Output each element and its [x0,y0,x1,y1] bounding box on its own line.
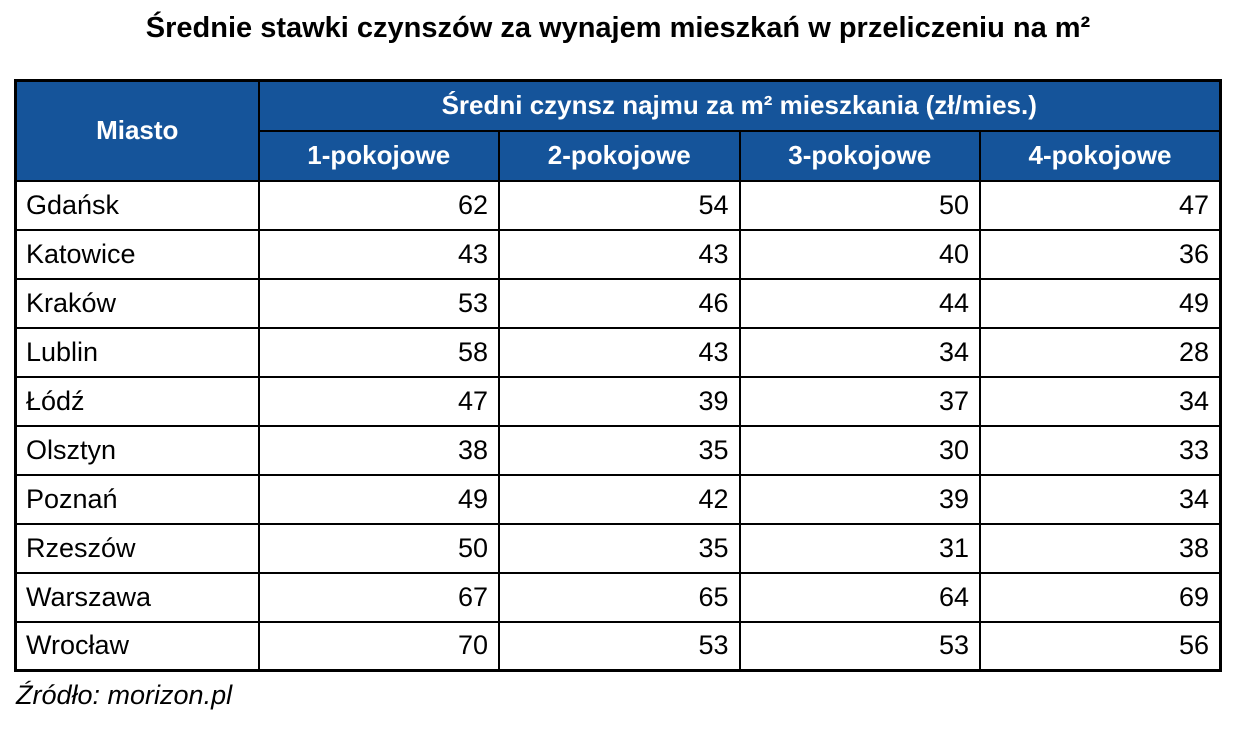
table-row: Gdańsk 62 54 50 47 [14,179,1222,231]
rent-table: Miasto Średni czynsz najmu za m² mieszka… [14,79,1222,672]
table-row: Łódź 47 39 37 34 [14,375,1222,427]
column-header-group: Średni czynsz najmu za m² mieszkania (zł… [257,79,1222,132]
rent-value: 62 [257,179,500,231]
rent-value: 28 [979,326,1222,378]
rent-value: 42 [498,473,741,525]
rent-value: 49 [979,277,1222,329]
table-header: Miasto Średni czynsz najmu za m² mieszka… [14,79,1222,182]
column-header: 1-pokojowe [257,129,500,182]
rent-value: 49 [257,473,500,525]
city-name: Olsztyn [14,424,260,476]
rent-value: 43 [498,326,741,378]
city-name: Lublin [14,326,260,378]
table-row: Lublin 58 43 34 28 [14,326,1222,378]
rent-value: 35 [498,522,741,574]
rent-value: 34 [979,473,1222,525]
column-header: 4-pokojowe [979,129,1222,182]
page-title: Średnie stawki czynszów za wynajem miesz… [145,12,1091,44]
table-row: Katowice 43 43 40 36 [14,228,1222,280]
rent-value: 47 [257,375,500,427]
rent-value: 39 [738,473,981,525]
table-row: Wrocław 70 53 53 56 [14,620,1222,672]
source-note: Źródło: morizon.pl [16,680,233,710]
rent-value: 47 [979,179,1222,231]
rent-value: 53 [498,620,741,672]
rent-value: 58 [257,326,500,378]
rent-value: 33 [979,424,1222,476]
rent-value: 38 [257,424,500,476]
table-row: Olsztyn 38 35 30 33 [14,424,1222,476]
rent-value: 69 [979,571,1222,623]
rent-value: 36 [979,228,1222,280]
rent-value: 34 [738,326,981,378]
city-name: Kraków [14,277,260,329]
header-row-sub: 1-pokojowe 2-pokojowe 3-pokojowe 4-pokojowe [16,129,1222,182]
column-header: 3-pokojowe [738,129,981,182]
table-row: Warszawa 67 65 64 69 [14,571,1222,623]
rent-value: 44 [738,277,981,329]
rent-value: 30 [738,424,981,476]
rent-value: 53 [257,277,500,329]
rent-value: 53 [738,620,981,672]
city-name: Poznań [14,473,260,525]
city-name: Łódź [14,375,260,427]
table-row: Poznań 49 42 39 34 [14,473,1222,525]
rent-value: 39 [498,375,741,427]
city-name: Rzeszów [14,522,260,574]
rent-value: 35 [498,424,741,476]
rent-value: 50 [257,522,500,574]
rent-value: 54 [498,179,741,231]
rent-value: 37 [738,375,981,427]
rent-value: 40 [738,228,981,280]
city-name: Gdańsk [14,179,260,231]
table-row: Rzeszów 50 35 31 38 [14,522,1222,574]
column-header-city: Miasto [14,79,260,182]
rent-value: 43 [498,228,741,280]
rent-value: 46 [498,277,741,329]
column-header: 2-pokojowe [498,129,741,182]
rent-value: 64 [738,571,981,623]
city-name: Warszawa [14,571,260,623]
header-row-group: Miasto Średni czynsz najmu za m² mieszka… [14,79,1222,182]
rent-value: 38 [979,522,1222,574]
rent-value: 34 [979,375,1222,427]
city-name: Wrocław [14,620,260,672]
table-row: Kraków 53 46 44 49 [14,277,1222,329]
rent-value: 67 [257,571,500,623]
rent-value: 43 [257,228,500,280]
rent-value: 31 [738,522,981,574]
rent-value: 70 [257,620,500,672]
rent-value: 50 [738,179,981,231]
rent-value: 65 [498,571,741,623]
city-name: Katowice [14,228,260,280]
table-body: Gdańsk 62 54 50 47 Katowice 43 43 40 36 Kraków 53 46… [14,179,1222,672]
rent-value: 56 [979,620,1222,672]
